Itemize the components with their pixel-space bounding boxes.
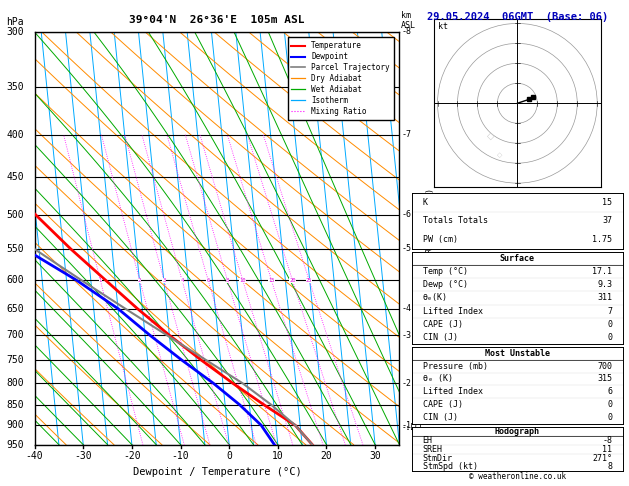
Text: 450: 450 — [6, 172, 24, 182]
Text: -₁LCL: -₁LCL — [401, 423, 425, 432]
Text: Mixing Ratio  (g/kg): Mixing Ratio (g/kg) — [426, 188, 435, 288]
Text: 850: 850 — [6, 400, 24, 410]
Text: 650: 650 — [6, 304, 24, 313]
Text: 30: 30 — [369, 451, 381, 461]
Text: θₑ(K): θₑ(K) — [423, 294, 447, 302]
Text: 600: 600 — [6, 275, 24, 285]
Text: km
ASL: km ASL — [401, 11, 416, 30]
Text: -2: -2 — [401, 379, 411, 388]
Text: -6: -6 — [401, 210, 411, 219]
Text: 900: 900 — [6, 420, 24, 430]
Text: SREH: SREH — [423, 445, 443, 453]
Text: 311: 311 — [597, 294, 612, 302]
Text: 300: 300 — [6, 27, 24, 36]
Text: -8: -8 — [401, 27, 411, 36]
Text: 15: 15 — [268, 278, 275, 282]
Text: ◇: ◇ — [487, 131, 495, 141]
Text: 6: 6 — [206, 278, 209, 282]
Text: Pressure (mb): Pressure (mb) — [423, 362, 487, 371]
Legend: Temperature, Dewpoint, Parcel Trajectory, Dry Adiabat, Wet Adiabat, Isotherm, Mi: Temperature, Dewpoint, Parcel Trajectory… — [287, 37, 394, 120]
Text: hPa: hPa — [6, 17, 24, 27]
Text: Dewpoint / Temperature (°C): Dewpoint / Temperature (°C) — [133, 468, 301, 477]
Text: 0: 0 — [607, 400, 612, 409]
Text: 1.75: 1.75 — [592, 235, 612, 244]
Text: 0: 0 — [607, 333, 612, 342]
Text: 950: 950 — [6, 440, 24, 450]
Text: 271°: 271° — [592, 453, 612, 463]
Text: -10: -10 — [172, 451, 189, 461]
Text: -3: -3 — [401, 331, 411, 340]
Text: -5: -5 — [401, 244, 411, 253]
Text: 15: 15 — [602, 198, 612, 207]
Text: Hodograph: Hodograph — [495, 427, 540, 435]
Text: 315: 315 — [597, 375, 612, 383]
Text: 700: 700 — [597, 362, 612, 371]
Text: Surface: Surface — [500, 254, 535, 263]
Text: 10: 10 — [272, 451, 284, 461]
Text: 550: 550 — [6, 244, 24, 254]
Text: 0: 0 — [226, 451, 232, 461]
Text: 17.1: 17.1 — [592, 267, 612, 276]
Text: θₑ (K): θₑ (K) — [423, 375, 452, 383]
Text: 1: 1 — [99, 278, 102, 282]
Text: 29.05.2024  06GMT  (Base: 06): 29.05.2024 06GMT (Base: 06) — [426, 12, 608, 22]
Text: 4: 4 — [181, 278, 184, 282]
Text: -40: -40 — [26, 451, 43, 461]
Text: -7: -7 — [401, 130, 411, 139]
Text: -30: -30 — [74, 451, 92, 461]
Text: 750: 750 — [6, 355, 24, 365]
Text: 37: 37 — [602, 216, 612, 226]
Text: 0: 0 — [607, 413, 612, 422]
Text: 350: 350 — [6, 82, 24, 92]
Text: -8: -8 — [602, 435, 612, 445]
Text: Lifted Index: Lifted Index — [423, 387, 482, 396]
Text: 500: 500 — [6, 209, 24, 220]
Text: CIN (J): CIN (J) — [423, 333, 457, 342]
Text: 8: 8 — [607, 463, 612, 471]
Text: 400: 400 — [6, 130, 24, 139]
Text: 8: 8 — [226, 278, 229, 282]
Text: kt: kt — [438, 22, 447, 32]
Text: CIN (J): CIN (J) — [423, 413, 457, 422]
Text: 20: 20 — [321, 451, 332, 461]
Text: 3: 3 — [162, 278, 165, 282]
Text: 25: 25 — [306, 278, 313, 282]
Text: EH: EH — [423, 435, 433, 445]
Text: K: K — [423, 198, 428, 207]
Text: -4: -4 — [401, 304, 411, 313]
Text: 700: 700 — [6, 330, 24, 340]
Text: Totals Totals: Totals Totals — [423, 216, 487, 226]
Text: Most Unstable: Most Unstable — [485, 349, 550, 358]
Text: PW (cm): PW (cm) — [423, 235, 457, 244]
Text: -1: -1 — [401, 421, 411, 430]
Text: Temp (°C): Temp (°C) — [423, 267, 467, 276]
Text: 7: 7 — [607, 307, 612, 315]
Text: 6: 6 — [607, 387, 612, 396]
Text: StmDir: StmDir — [423, 453, 452, 463]
Text: ◇: ◇ — [498, 152, 503, 158]
Text: 9.3: 9.3 — [597, 280, 612, 289]
Text: CAPE (J): CAPE (J) — [423, 400, 462, 409]
Text: 0: 0 — [607, 320, 612, 329]
Text: Lifted Index: Lifted Index — [423, 307, 482, 315]
Text: -20: -20 — [123, 451, 141, 461]
Text: 39°04'N  26°36'E  105m ASL: 39°04'N 26°36'E 105m ASL — [129, 16, 305, 25]
Text: 800: 800 — [6, 378, 24, 388]
Text: 2: 2 — [138, 278, 142, 282]
Text: 20: 20 — [289, 278, 296, 282]
Text: StmSpd (kt): StmSpd (kt) — [423, 463, 477, 471]
Text: Dewp (°C): Dewp (°C) — [423, 280, 467, 289]
Text: CAPE (J): CAPE (J) — [423, 320, 462, 329]
Text: © weatheronline.co.uk: © weatheronline.co.uk — [469, 472, 566, 481]
Text: 11: 11 — [602, 445, 612, 453]
Text: 10: 10 — [240, 278, 246, 282]
